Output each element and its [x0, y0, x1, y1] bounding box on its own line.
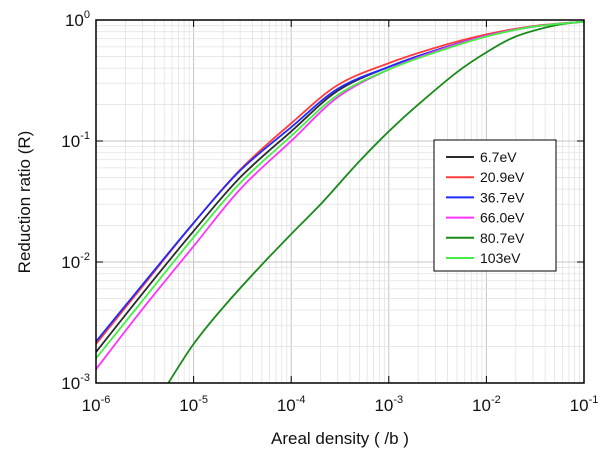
series-line-4	[167, 20, 585, 384]
y-tick-label-base: 10	[61, 132, 80, 151]
y-tick-label: 100	[65, 9, 90, 30]
x-tick-label-base: 10	[179, 396, 198, 415]
y-tick-label-exponent: -2	[80, 251, 90, 263]
legend-label-0: 6.7eV	[480, 149, 517, 165]
x-tick-label: 10-4	[277, 394, 306, 415]
x-tick-label-exponent: -5	[198, 394, 208, 406]
x-tick-label-exponent: -1	[589, 394, 599, 406]
grid-lines	[96, 20, 584, 383]
x-tick-label: 10-5	[179, 394, 208, 415]
x-tick-label: 10-2	[472, 394, 501, 415]
x-tick-label-base: 10	[277, 396, 296, 415]
legend-label-2: 36.7eV	[480, 189, 525, 205]
y-tick-label: 10-3	[61, 372, 90, 393]
series-line-5	[95, 20, 585, 359]
x-tick-label-exponent: -2	[491, 394, 501, 406]
legend-label-5: 103eV	[480, 250, 521, 266]
x-tick-label-exponent: -3	[393, 394, 403, 406]
y-tick-label-base: 10	[61, 374, 80, 393]
legend: 6.7eV 20.9eV 36.7eV 66.0eV 80.7eV 103eV	[433, 139, 557, 272]
series-lines	[95, 20, 585, 384]
x-tick-label-exponent: -4	[296, 394, 306, 406]
x-tick-label-exponent: -6	[101, 394, 111, 406]
legend-label-1: 20.9eV	[480, 169, 525, 185]
legend-label-4: 80.7eV	[480, 230, 525, 246]
legend-box	[433, 139, 557, 272]
y-tick-label-exponent: 0	[84, 9, 90, 21]
x-tick-label: 10-1	[570, 394, 599, 415]
y-tick-label: 10-2	[61, 251, 90, 272]
x-axis-title: Areal density ( /b )	[271, 429, 409, 448]
y-tick-label-base: 10	[61, 253, 80, 272]
y-tick-label: 10-1	[61, 130, 90, 151]
x-tick-label-base: 10	[374, 396, 393, 415]
legend-label-3: 66.0eV	[480, 210, 525, 226]
x-tick-label: 10-6	[82, 394, 111, 415]
x-tick-label-base: 10	[82, 396, 101, 415]
y-tick-label-exponent: -1	[80, 130, 90, 142]
y-tick-label-exponent: -3	[80, 372, 90, 384]
y-axis-title: Reduction ratio (R)	[15, 131, 34, 274]
y-tick-label-base: 10	[65, 11, 84, 30]
x-tick-label: 10-3	[374, 394, 403, 415]
x-tick-label-base: 10	[570, 396, 589, 415]
plot-frame	[95, 19, 585, 384]
x-tick-label-base: 10	[472, 396, 491, 415]
